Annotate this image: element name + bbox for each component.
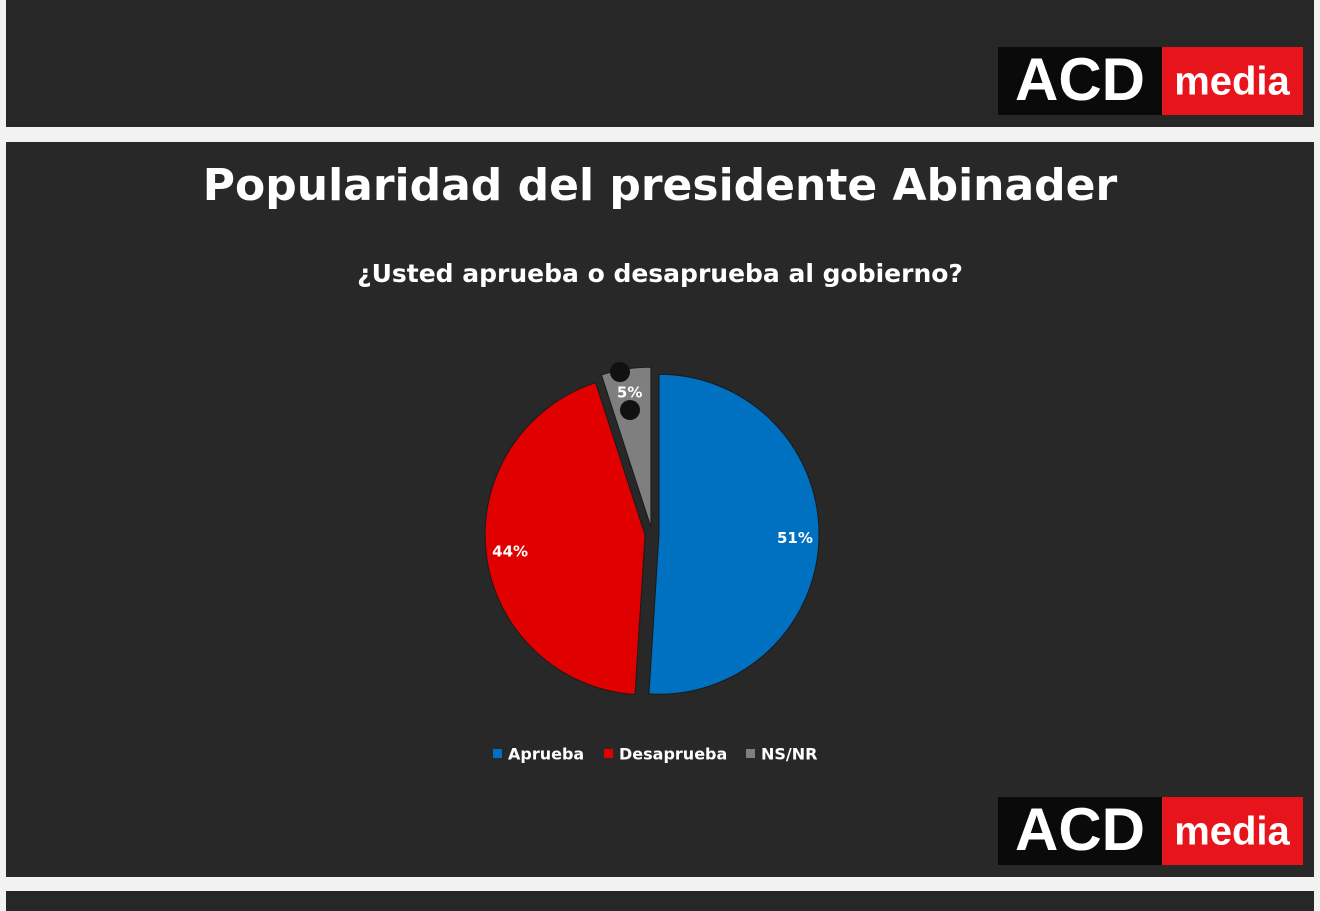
chart-title: Popularidad del presidente Abinader — [203, 160, 1118, 211]
slide-bottom — [6, 891, 1314, 911]
legend-label: NS/NR — [761, 745, 817, 764]
logo-text: media — [1174, 810, 1290, 854]
logo-text: ACD — [1015, 796, 1145, 863]
logo-text: ACD — [1015, 46, 1145, 113]
logo-text: media — [1174, 60, 1290, 104]
dot — [620, 400, 640, 420]
logo-box — [1162, 797, 1303, 865]
chart-subtitle: ¿Usted aprueba o desaprueba al gobierno? — [357, 259, 963, 288]
logo-box — [998, 797, 1164, 865]
legend-swatch — [493, 749, 502, 758]
dot — [610, 362, 630, 382]
pie-slice — [648, 373, 820, 695]
data-label: 5% — [617, 383, 642, 401]
legend-label: Desaprueba — [619, 745, 727, 764]
logo: ACD media — [998, 46, 1303, 115]
legend-label: Aprueba — [508, 745, 584, 764]
pie-slice — [484, 382, 646, 696]
logo-box — [1162, 47, 1303, 115]
legend-swatch — [604, 749, 613, 758]
legend-swatch — [746, 749, 755, 758]
logo: ACD media — [998, 796, 1303, 865]
data-label: 51% — [777, 529, 813, 547]
data-label: 44% — [492, 542, 528, 560]
logo-box — [998, 47, 1164, 115]
legend: Aprueba Desaprueba NS/NR — [493, 745, 817, 764]
